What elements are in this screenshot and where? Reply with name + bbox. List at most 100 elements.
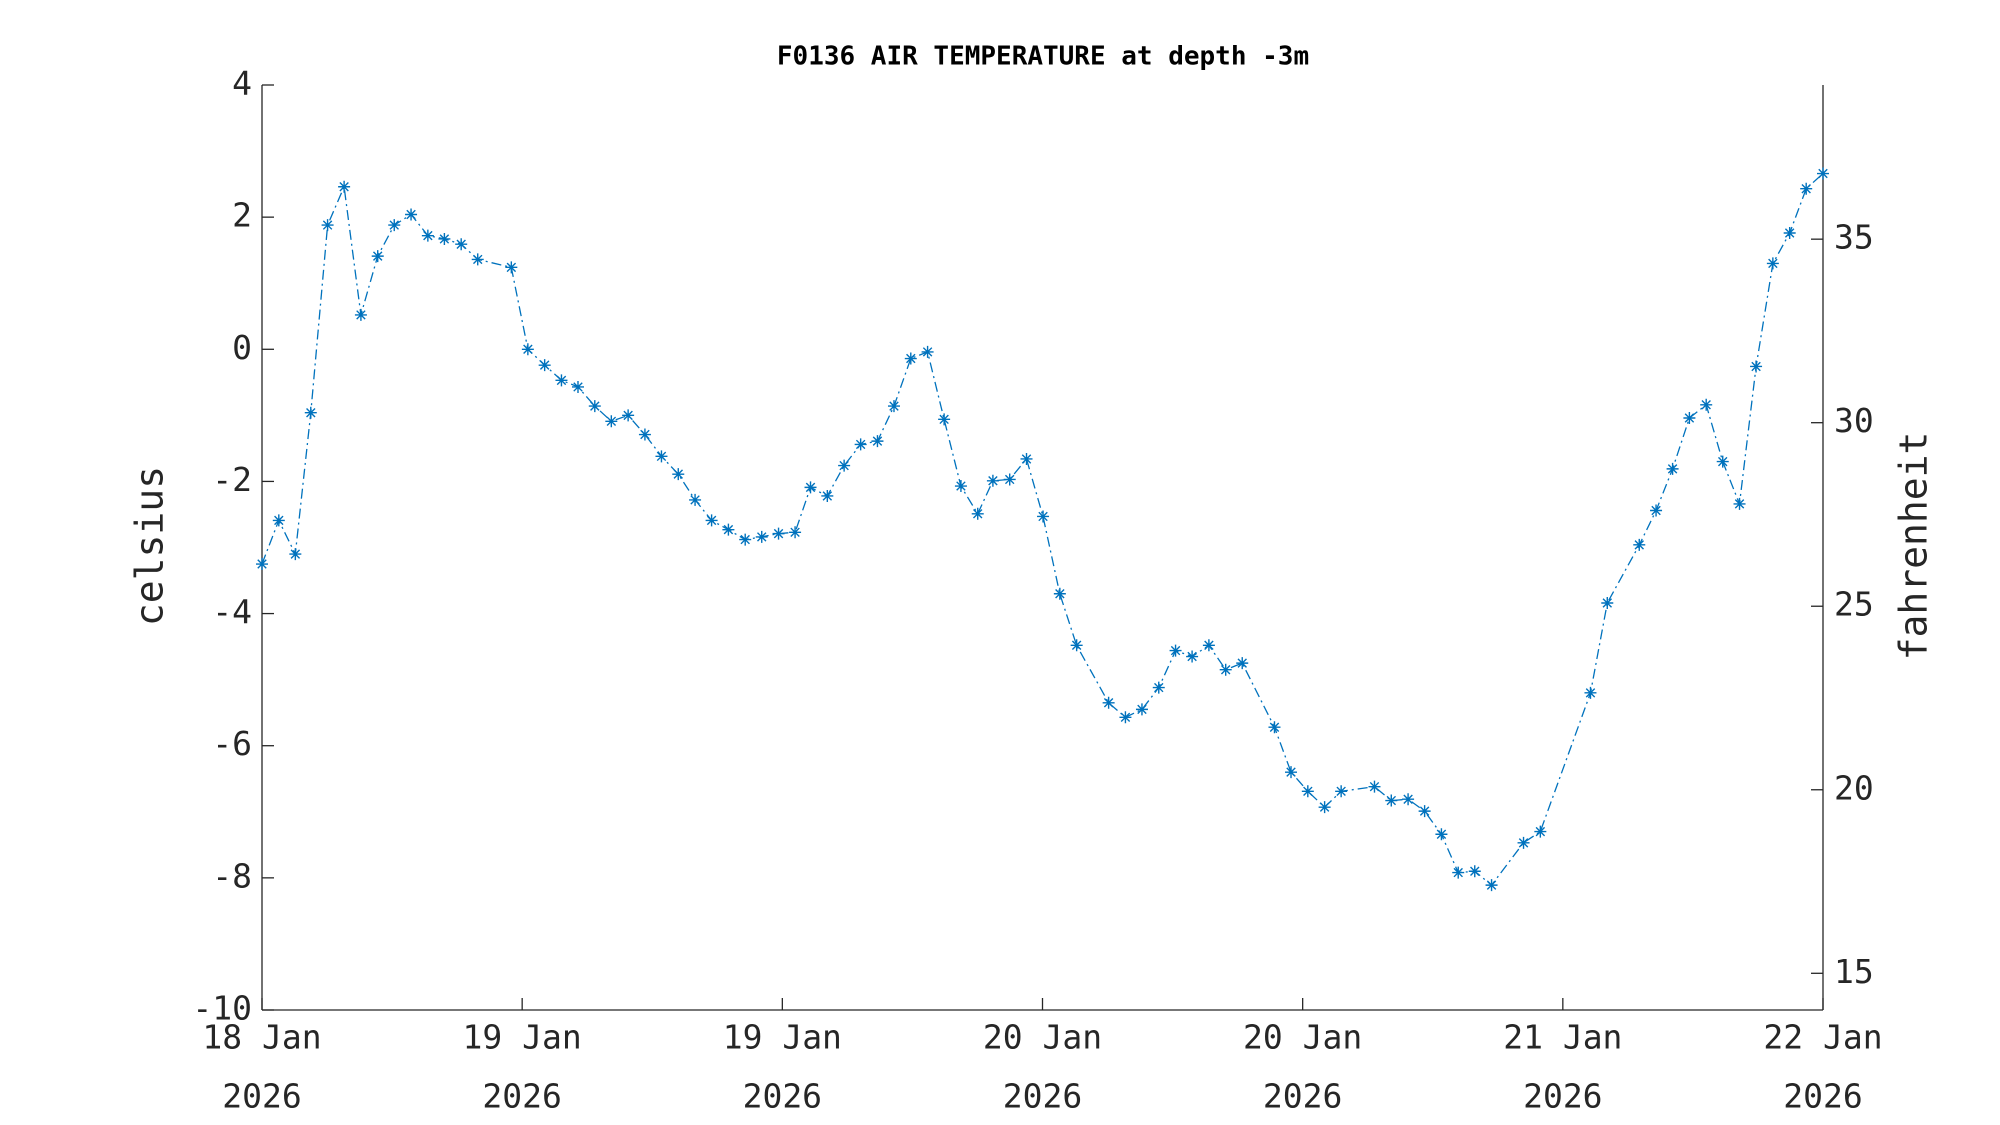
x-tick-label: 19 Jan xyxy=(723,1018,842,1057)
data-point xyxy=(1037,510,1050,523)
data-point xyxy=(421,229,434,242)
y-tick-label: -2 xyxy=(212,460,252,499)
data-point xyxy=(1817,167,1829,180)
data-point xyxy=(854,438,867,451)
data-point xyxy=(1152,681,1165,694)
data-point xyxy=(921,345,934,358)
data-point xyxy=(1385,794,1398,807)
data-point xyxy=(1584,686,1597,699)
data-point xyxy=(1301,785,1314,798)
data-point xyxy=(622,409,635,422)
data-point xyxy=(272,514,285,527)
data-point xyxy=(887,400,900,413)
y2-tick-label: 30 xyxy=(1834,401,1874,440)
data-point xyxy=(689,493,702,506)
data-point xyxy=(1435,828,1448,841)
data-point xyxy=(289,548,302,561)
data-point xyxy=(1517,836,1530,849)
data-point xyxy=(1402,793,1415,806)
data-point xyxy=(655,450,668,463)
data-point xyxy=(1102,696,1115,709)
x-tick-label: 2026 xyxy=(1263,1077,1342,1116)
data-point xyxy=(739,533,752,546)
y2-tick-label: 20 xyxy=(1834,768,1874,807)
x-tick-label: 2026 xyxy=(482,1077,561,1116)
data-point xyxy=(1285,766,1298,779)
y-tick-label: 2 xyxy=(232,196,252,235)
y-tick-label: 0 xyxy=(232,328,252,367)
data-point xyxy=(405,208,418,221)
data-point xyxy=(521,343,534,356)
data-point xyxy=(1135,703,1148,716)
data-point xyxy=(1070,639,1083,652)
data-point xyxy=(954,480,967,493)
data-point xyxy=(1452,866,1465,879)
data-point xyxy=(1683,412,1696,424)
data-point xyxy=(1716,455,1729,468)
data-point xyxy=(986,474,999,487)
data-point xyxy=(638,428,651,441)
data-point xyxy=(321,219,334,232)
data-point xyxy=(1650,504,1663,517)
x-tick-label: 2026 xyxy=(222,1077,301,1116)
x-tick-label: 21 Jan xyxy=(1503,1018,1622,1057)
data-point xyxy=(455,238,468,251)
data-point xyxy=(838,459,851,472)
x-tick-label: 20 Jan xyxy=(1243,1018,1362,1057)
data-point xyxy=(1800,182,1813,195)
data-line xyxy=(261,173,1824,887)
data-point xyxy=(722,523,735,536)
data-point xyxy=(789,526,802,539)
data-point xyxy=(871,435,884,448)
data-point xyxy=(1418,805,1431,818)
data-point xyxy=(1119,711,1132,724)
data-point xyxy=(538,359,551,372)
x-tick-label: 2026 xyxy=(743,1077,822,1116)
data-point xyxy=(821,489,834,502)
data-point xyxy=(571,380,584,393)
y-tick-label: -4 xyxy=(212,592,252,631)
y2-tick-label: 35 xyxy=(1834,218,1874,257)
y-tick-label: -8 xyxy=(212,856,252,895)
data-point xyxy=(1335,785,1348,798)
data-point xyxy=(354,308,367,321)
y-tick-label: -10 xyxy=(192,989,252,1028)
data-point xyxy=(1485,879,1498,892)
data-point xyxy=(1783,227,1796,239)
data-point xyxy=(755,530,768,543)
data-point xyxy=(1169,644,1182,657)
data-point xyxy=(371,250,384,263)
data-point xyxy=(304,406,317,419)
data-point xyxy=(1202,639,1215,652)
data-point xyxy=(1368,780,1381,793)
data-point xyxy=(1053,587,1066,600)
x-tick-label: 2026 xyxy=(1783,1077,1862,1116)
y-tick-label: -6 xyxy=(212,724,252,763)
data-point xyxy=(605,415,618,428)
data-point xyxy=(1700,398,1713,411)
data-point xyxy=(1236,657,1249,670)
x-tick-label: 18 Jan xyxy=(202,1018,321,1057)
data-point xyxy=(256,558,268,571)
y-axis-label: celsius xyxy=(128,466,172,626)
x-tick-label: 20 Jan xyxy=(983,1018,1102,1057)
data-point xyxy=(1766,257,1779,270)
x-tick-label: 19 Jan xyxy=(463,1018,582,1057)
data-point xyxy=(1186,650,1199,663)
data-point xyxy=(705,514,718,527)
data-point xyxy=(338,180,351,193)
x-tick-label: 2026 xyxy=(1003,1077,1082,1116)
data-point xyxy=(388,219,401,232)
data-point xyxy=(1601,597,1614,609)
data-point xyxy=(1268,721,1281,734)
data-point xyxy=(1750,360,1763,373)
data-point xyxy=(1318,801,1331,814)
data-point xyxy=(438,232,451,245)
data-point xyxy=(772,527,785,540)
y2-axis-label: fahrenheit xyxy=(1892,432,1936,661)
data-point xyxy=(1534,825,1547,838)
data-point xyxy=(1666,462,1679,475)
